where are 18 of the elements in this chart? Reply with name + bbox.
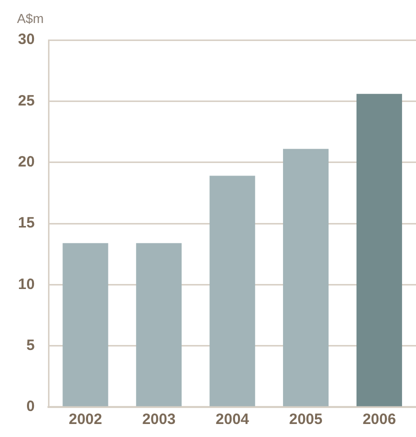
bar — [62, 243, 108, 406]
y-tick-label: 0 — [26, 398, 35, 416]
y-tick-label: 10 — [18, 276, 35, 293]
x-tick-label: 2004 — [216, 411, 250, 428]
bar — [136, 243, 182, 406]
x-tick-label: 2003 — [142, 411, 176, 428]
y-tick-label: 5 — [26, 336, 35, 354]
y-axis-title: A$m — [17, 11, 44, 26]
bar — [356, 94, 402, 406]
x-tick-label: 2005 — [289, 411, 322, 428]
x-tick-label: 2006 — [362, 411, 396, 428]
bar — [283, 148, 329, 406]
bar — [210, 176, 256, 406]
x-tick-label: 2002 — [68, 411, 102, 428]
y-tick-label: 20 — [18, 153, 35, 170]
y-tick-label: 30 — [18, 31, 35, 48]
y-tick-label: 15 — [18, 214, 35, 232]
y-tick-label: 25 — [18, 92, 35, 110]
